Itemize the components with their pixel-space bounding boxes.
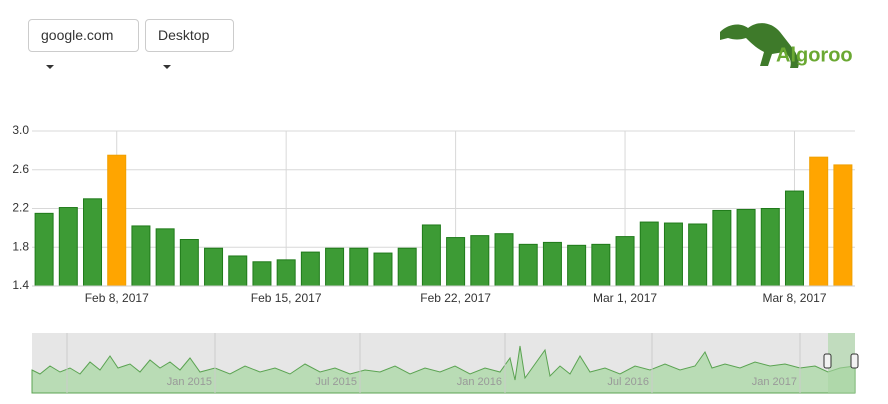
- bar: [155, 228, 175, 287]
- device-label: Desktop: [158, 27, 210, 43]
- bar: [421, 224, 441, 287]
- x-tick-label: Feb 22, 2017: [420, 291, 491, 305]
- y-tick-label: 2.6: [12, 162, 29, 176]
- x-tick-label: Mar 8, 2017: [762, 291, 826, 305]
- x-tick-label: Mar 1, 2017: [593, 291, 657, 305]
- bar: [204, 247, 224, 287]
- navigator-label: Jul 2016: [607, 376, 649, 388]
- bar: [591, 243, 611, 287]
- bar: [349, 247, 369, 287]
- caret: [163, 65, 171, 70]
- bar: [809, 156, 829, 287]
- bar: [688, 223, 708, 287]
- bar: [107, 154, 127, 287]
- bar: [446, 237, 466, 287]
- bar: [300, 251, 320, 287]
- bar: [276, 259, 296, 287]
- bar: [615, 236, 635, 287]
- y-tick-label: 1.8: [12, 239, 29, 253]
- navigator-label: Jul 2015: [315, 376, 357, 388]
- bar: [252, 261, 272, 287]
- bar: [663, 222, 683, 287]
- site-dropdown[interactable]: google.com: [28, 19, 139, 70]
- navigator-series: [31, 345, 856, 394]
- navigator: Jan 2015 Jul 2015 Jan 2016 Jul 2016 Jan 2017: [31, 333, 859, 394]
- bar: [833, 164, 853, 287]
- navigator-bg: [32, 333, 855, 393]
- bar: [34, 212, 54, 287]
- bar: [784, 190, 804, 287]
- device-dropdown[interactable]: Desktop: [145, 19, 234, 70]
- navigator-label: Jan 2015: [167, 376, 212, 388]
- bar: [373, 252, 393, 287]
- logo[interactable]: Algoroo: [710, 10, 880, 80]
- bar: [712, 209, 732, 287]
- bar: [494, 233, 514, 287]
- bar: [228, 255, 248, 287]
- navigator-handle[interactable]: [823, 353, 832, 369]
- logo-text: Algoroo: [776, 44, 853, 66]
- bar: [736, 208, 756, 287]
- navigator-label: Jan 2016: [457, 376, 502, 388]
- bar: [83, 198, 103, 287]
- x-tick-label: Feb 8, 2017: [85, 291, 149, 305]
- bar: [397, 247, 417, 287]
- bar: [131, 225, 151, 287]
- navigator-handle[interactable]: [850, 353, 859, 369]
- bar: [542, 241, 562, 287]
- bar: [470, 235, 490, 287]
- navigator-selection: [828, 333, 855, 393]
- bar: [639, 221, 659, 287]
- y-tick-label: 2.2: [12, 201, 29, 215]
- y-tick-label: 3.0: [12, 123, 29, 137]
- x-tick-label: Feb 15, 2017: [251, 291, 322, 305]
- bar: [518, 243, 538, 287]
- bar: [760, 208, 780, 287]
- bar: [567, 244, 587, 287]
- y-tick-label: 1.4: [12, 278, 29, 292]
- kangaroo: [720, 23, 799, 68]
- caret: [46, 65, 54, 70]
- site-label: google.com: [41, 27, 114, 43]
- bar: [179, 239, 199, 287]
- navigator-label: Jan 2017: [752, 376, 797, 388]
- bar: [58, 207, 78, 287]
- bar: [325, 247, 345, 287]
